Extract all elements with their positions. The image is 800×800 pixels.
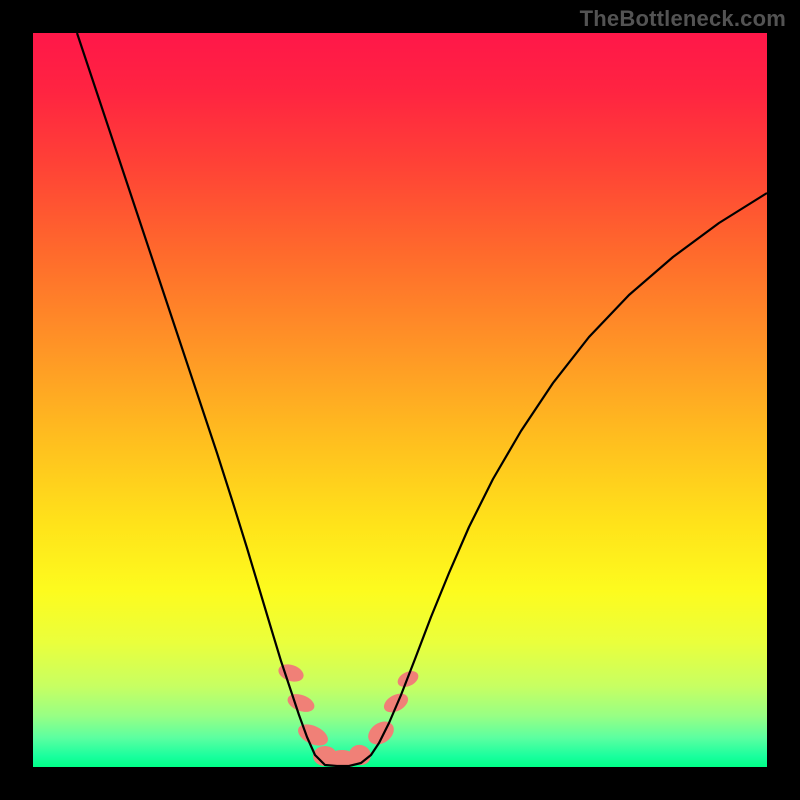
chart-frame: TheBottleneck.com <box>0 0 800 800</box>
curve-marker <box>295 720 332 750</box>
curve-marker <box>276 661 306 684</box>
curve-marker <box>364 717 398 749</box>
curve-marker <box>381 690 411 716</box>
watermark-text: TheBottleneck.com <box>580 6 786 32</box>
plot-area <box>33 33 767 767</box>
chart-svg <box>33 33 767 767</box>
curve-marker <box>285 691 317 716</box>
bottleneck-curve <box>77 33 767 766</box>
